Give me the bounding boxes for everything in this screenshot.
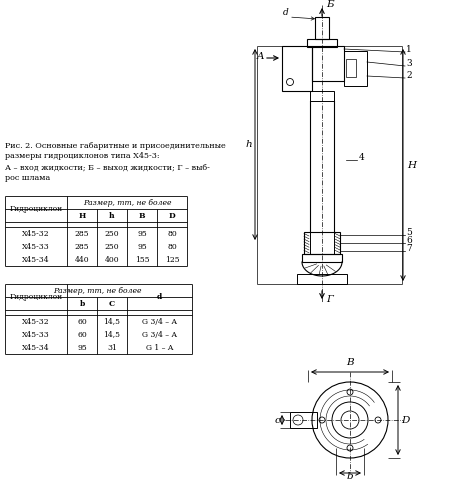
- Text: Б: Б: [326, 0, 334, 9]
- Text: 2: 2: [406, 71, 412, 80]
- Text: 14,5: 14,5: [103, 317, 120, 326]
- Text: размеры гидроциклонов типа Х45-3:: размеры гидроциклонов типа Х45-3:: [5, 152, 160, 160]
- Text: 440: 440: [75, 256, 89, 263]
- Text: рос шлама: рос шлама: [5, 174, 50, 182]
- Text: X45-34: X45-34: [22, 256, 50, 263]
- Text: 80: 80: [167, 243, 177, 250]
- Text: B: B: [139, 211, 145, 220]
- Text: Рис. 2. Основные габаритные и присоединительные: Рис. 2. Основные габаритные и присоедини…: [5, 142, 226, 150]
- Text: H: H: [78, 211, 86, 220]
- Bar: [310, 91, 334, 101]
- Text: 6: 6: [406, 236, 412, 245]
- Text: h: h: [109, 211, 115, 220]
- Text: 95: 95: [137, 243, 147, 250]
- Text: Размер, mm, не более: Размер, mm, не более: [83, 198, 171, 207]
- Bar: [315, 17, 329, 39]
- Bar: [297, 274, 347, 284]
- Text: G 3/4 – A: G 3/4 – A: [142, 330, 177, 339]
- Text: G 3/4 – A: G 3/4 – A: [142, 317, 177, 326]
- Text: А – вход жидкости; Б – выход жидкости; Г – выб-: А – вход жидкости; Б – выход жидкости; Г…: [5, 164, 210, 172]
- Text: Г: Г: [326, 295, 333, 304]
- Bar: [302, 254, 342, 262]
- Text: 250: 250: [105, 229, 120, 238]
- Bar: [307, 39, 337, 47]
- Text: Размер, mm, не более: Размер, mm, не более: [53, 287, 141, 295]
- Bar: [290, 412, 317, 428]
- Bar: [304, 232, 340, 254]
- Text: 3: 3: [406, 59, 412, 68]
- Text: 1: 1: [406, 45, 412, 54]
- Bar: [346, 59, 356, 77]
- Text: 285: 285: [75, 243, 89, 250]
- Text: 7: 7: [406, 244, 412, 253]
- Text: 125: 125: [165, 256, 179, 263]
- Text: 95: 95: [137, 229, 147, 238]
- Text: Гидроциклон: Гидроциклон: [9, 293, 63, 301]
- Bar: [282, 46, 312, 91]
- Text: A: A: [257, 52, 264, 61]
- Text: 4: 4: [359, 153, 365, 162]
- Text: D: D: [169, 211, 175, 220]
- Text: d: d: [283, 8, 289, 17]
- Text: C: C: [109, 299, 115, 308]
- Text: 5: 5: [406, 228, 412, 237]
- Text: d: d: [157, 293, 162, 301]
- Text: D: D: [401, 416, 410, 424]
- Text: 60: 60: [77, 330, 87, 339]
- Text: X45-32: X45-32: [22, 229, 50, 238]
- Text: 250: 250: [105, 243, 120, 250]
- Text: 31: 31: [107, 344, 117, 351]
- Text: G 1 – A: G 1 – A: [146, 344, 173, 351]
- Text: 400: 400: [105, 256, 120, 263]
- Text: 95: 95: [77, 344, 87, 351]
- Text: B: B: [346, 358, 354, 367]
- Text: X45-32: X45-32: [22, 317, 50, 326]
- Text: c: c: [275, 416, 281, 424]
- Bar: [312, 46, 344, 81]
- Text: H: H: [407, 160, 416, 170]
- Text: 60: 60: [77, 317, 87, 326]
- Text: X45-34: X45-34: [22, 344, 50, 351]
- Text: 285: 285: [75, 229, 89, 238]
- Text: 80: 80: [167, 229, 177, 238]
- Text: h: h: [246, 140, 253, 149]
- Text: b: b: [79, 299, 85, 308]
- Text: Гидроциклон: Гидроциклон: [9, 205, 63, 213]
- Text: X45-33: X45-33: [22, 243, 50, 250]
- Text: b: b: [347, 472, 353, 481]
- Text: 155: 155: [135, 256, 149, 263]
- Text: X45-33: X45-33: [22, 330, 50, 339]
- Text: 14,5: 14,5: [103, 330, 120, 339]
- Bar: [344, 51, 367, 86]
